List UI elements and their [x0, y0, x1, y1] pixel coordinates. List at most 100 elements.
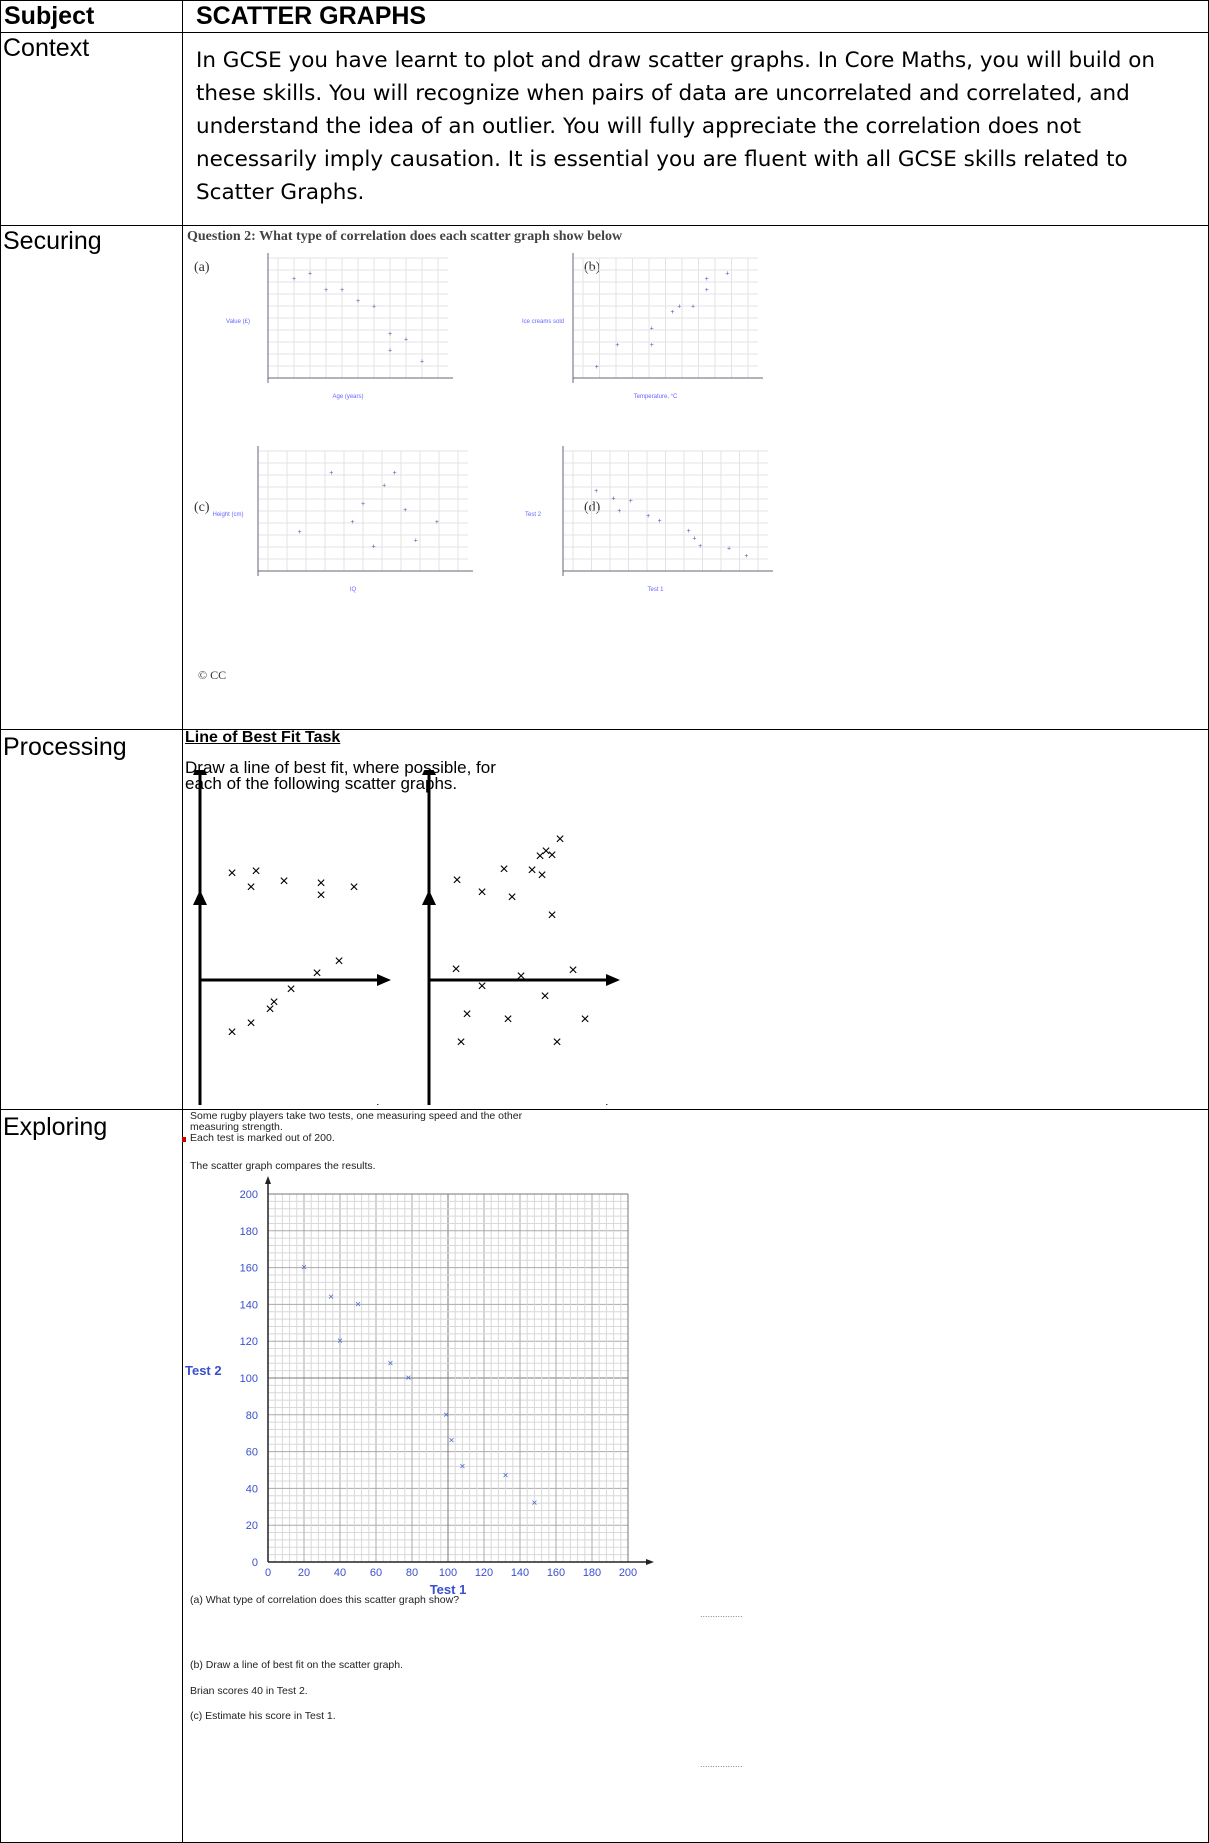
- x-tick-label: 20: [298, 1567, 310, 1579]
- row-label-context: Context: [3, 34, 90, 62]
- x-tick-label: 60: [370, 1567, 382, 1579]
- data-point: +: [677, 304, 681, 311]
- data-point: +: [617, 508, 621, 515]
- securing-graph-a: Age (years) Value (£) + + + + + + + + + +: [226, 253, 453, 400]
- data-point: +: [744, 553, 748, 560]
- y-axis-label: Test 2: [525, 512, 542, 518]
- grid: [267, 1193, 629, 1563]
- x-arrow: [646, 1559, 654, 1565]
- data-point: +: [670, 309, 674, 316]
- data-point: +: [650, 342, 654, 349]
- cross-mark: ×: [555, 831, 564, 848]
- part-a-label: (a): [194, 260, 210, 275]
- cross-mark: ×: [349, 879, 358, 896]
- cross-mark: ×: [568, 962, 577, 979]
- row-label-exploring: Exploring: [3, 1113, 108, 1141]
- subject-header: Subject: [4, 2, 95, 30]
- x-tick-label: 200: [619, 1567, 637, 1579]
- data-point: +: [646, 513, 650, 520]
- securing-question: Question 2: What type of correlation doe…: [187, 229, 623, 244]
- x-tick-label: 100: [439, 1567, 457, 1579]
- data-point: +: [340, 287, 344, 294]
- cross-graph-3: ×××××××: [193, 890, 380, 1105]
- x-axis-label: Test 1: [647, 587, 664, 593]
- x-tick-label: 160: [547, 1567, 565, 1579]
- cross-graph-2: ××××× ××××××: [422, 770, 620, 986]
- cross-mark: ×: [269, 994, 278, 1011]
- data-point: +: [308, 271, 312, 278]
- data-point: +: [292, 276, 296, 283]
- x-tick-label: 0: [265, 1567, 271, 1579]
- data-point: +: [298, 529, 302, 536]
- cross-mark: ×: [580, 1011, 589, 1028]
- rugby-scatter-graph: 0 20 40 60 80 100 120 140 160 180 200 0 20 40 60 80 100 1…: [185, 1176, 654, 1597]
- table-border: [182, 0, 183, 1843]
- task-text: Draw a line of best fit, where possible,…: [185, 758, 496, 793]
- data-point: +: [650, 326, 654, 333]
- data-point: +: [350, 519, 354, 526]
- securing-graph-c: IQ Height (cm) + + + + + + + + + +: [212, 446, 473, 593]
- y-tick-label: 20: [246, 1520, 258, 1532]
- y-axis-label: Value (£): [226, 319, 250, 325]
- y-tick-label: 40: [246, 1483, 258, 1495]
- data-point: +: [388, 331, 392, 338]
- cross-mark: ×: [246, 1015, 255, 1032]
- question-c: (c) Estimate his score in Test 1.: [190, 1710, 336, 1722]
- cross-mark: ×: [537, 867, 546, 884]
- cross-mark: ×: [535, 848, 544, 865]
- cross-mark: ×: [477, 884, 486, 901]
- x-axis-label: Age (years): [332, 394, 363, 400]
- intro-line-2: measuring strength.: [190, 1121, 283, 1133]
- x-tick-label: 80: [406, 1567, 418, 1579]
- cross-mark: ×: [246, 879, 255, 896]
- data-point: +: [414, 537, 418, 544]
- question-a: (a) What type of correlation does this s…: [190, 1594, 460, 1606]
- data-point: +: [404, 337, 408, 344]
- x-tick-label: 140: [511, 1567, 529, 1579]
- cross-mark: ×: [334, 953, 343, 970]
- part-b-label: (b): [584, 260, 601, 275]
- cross-mark: ×: [499, 861, 508, 878]
- data-point: +: [727, 546, 731, 553]
- x-axis-label: Temperature, °C: [634, 394, 678, 400]
- answer-line-a: .................: [700, 1609, 743, 1619]
- y-tick-label: 80: [246, 1410, 258, 1422]
- x-arrow: [606, 1104, 609, 1105]
- cross-mark: ×: [227, 865, 236, 882]
- data-point: +: [324, 287, 328, 294]
- data-point: +: [356, 298, 360, 305]
- cross-mark: ×: [547, 907, 556, 924]
- data-point: ×: [301, 1263, 307, 1274]
- data-point: ×: [449, 1436, 455, 1447]
- data-point: +: [629, 498, 633, 505]
- y-tick-label: 160: [240, 1263, 258, 1275]
- row-label-securing: Securing: [3, 227, 102, 255]
- y-arrow: [422, 890, 436, 905]
- x-axis-label: Test 1: [430, 1582, 467, 1597]
- copyright: © CC: [198, 668, 227, 682]
- securing-scatter-graphs: Age (years)Value (£)+++ +++++++Temperatur…: [212, 253, 773, 593]
- x-axis-label: IQ: [350, 587, 357, 593]
- data-point: +: [692, 536, 696, 543]
- cross-mark: ×: [540, 988, 549, 1005]
- data-point: +: [372, 304, 376, 311]
- cross-mark: ×: [227, 1024, 236, 1041]
- data-point: +: [382, 482, 386, 489]
- brian-text: Brian scores 40 in Test 2.: [190, 1685, 308, 1697]
- task-text-line-1: Draw a line of best fit, where possible,…: [185, 758, 496, 777]
- cross-mark: ×: [541, 843, 550, 860]
- y-axis-label: Ice creams sold: [522, 319, 564, 325]
- y-tick-label: 200: [240, 1189, 258, 1201]
- table-border: [0, 729, 1209, 730]
- data-point: +: [388, 348, 392, 355]
- cross-mark: ×: [456, 1034, 465, 1051]
- intro-line-4: The scatter graph compares the results.: [190, 1160, 376, 1172]
- cross-mark: ×: [516, 968, 525, 985]
- cross-mark: ×: [462, 1006, 471, 1023]
- task-title: Line of Best Fit Task: [185, 729, 341, 746]
- data-point: +: [403, 507, 407, 514]
- answer-line-c: .................: [700, 1759, 743, 1769]
- table-border: [0, 0, 1209, 1]
- intro-line-1: Some rugby players take two tests, one m…: [190, 1110, 523, 1122]
- task-text-line-2: each of the following scatter graphs.: [185, 774, 458, 793]
